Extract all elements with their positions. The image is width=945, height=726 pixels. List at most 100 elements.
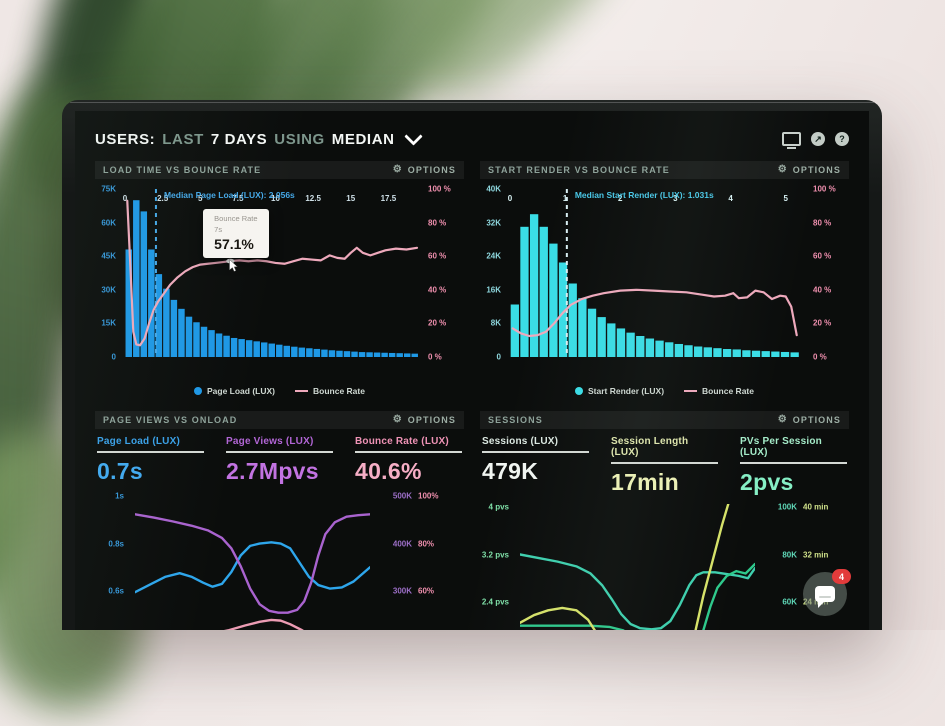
histogram-bar	[722, 349, 732, 357]
axis-tick: 2	[618, 194, 623, 203]
mouse-cursor-icon	[229, 258, 239, 272]
histogram-bar	[636, 336, 645, 357]
histogram-bar	[674, 343, 684, 357]
legend-line-icon	[684, 389, 698, 393]
histogram-bar	[578, 298, 587, 357]
x-axis: 0 1 2 3 4 5	[507, 189, 805, 207]
y-axis-right-pct: 100%80%60%40%	[416, 491, 464, 630]
histogram-bar	[193, 322, 200, 357]
notification-badge: 4	[832, 569, 851, 584]
axis-tick: 1s	[115, 491, 124, 501]
title-part: USING	[274, 130, 325, 148]
chat-button[interactable]: 4	[803, 569, 851, 616]
share-icon[interactable]: ↗	[811, 132, 825, 146]
y-axis-left: 1s0.8s0.6s0.4s	[95, 491, 129, 630]
options-button[interactable]: ⚙ OPTIONS	[392, 414, 456, 426]
panel-title: SESSIONS	[488, 415, 543, 425]
axis-tick: 500K	[392, 491, 412, 501]
panel-title: START RENDER VS BOUNCE RATE	[488, 165, 670, 175]
line-series	[127, 201, 417, 345]
histogram-bar	[388, 352, 396, 357]
dashboard-topbar: USERS: LAST 7 DAYS USING MEDIAN ↗ ?	[95, 125, 849, 153]
title-part: 7 DAYS	[210, 130, 268, 148]
screen: USERS: LAST 7 DAYS USING MEDIAN ↗ ?	[75, 111, 869, 630]
histogram-bar	[539, 226, 548, 357]
panel-start-render: START RENDER VS BOUNCE RATE ⚙ OPTIONS 40…	[480, 161, 849, 399]
axis-tick: 300K	[392, 586, 412, 596]
histogram-bar	[616, 328, 626, 357]
axis-tick: 60 %	[428, 251, 447, 261]
histogram-bar	[665, 342, 674, 357]
legend-dot-icon	[194, 387, 202, 395]
axis-tick: 60K	[101, 218, 116, 228]
line-series	[135, 514, 370, 612]
histogram-bar	[133, 200, 140, 357]
metric-session-length: Session Length (LUX) 17min	[611, 436, 718, 496]
histogram-bar	[245, 340, 253, 357]
axis-tick: 80 %	[428, 218, 447, 228]
axis-tick: 80K	[782, 550, 797, 560]
y-axis-right-k: 500K400K300K200K	[376, 491, 414, 630]
histogram-bar	[529, 214, 539, 357]
options-button[interactable]: ⚙ OPTIONS	[777, 414, 841, 426]
axis-tick: 15	[346, 194, 356, 203]
axis-tick: 100K	[777, 502, 797, 512]
plot-area	[520, 504, 755, 630]
start-render-chart: 40K 32K 24K 16K 8K 0 Median Start Render (LUX…	[480, 183, 849, 381]
histogram-bar	[568, 283, 577, 357]
histogram-bar	[313, 348, 321, 357]
axis-tick: 24K	[486, 251, 501, 261]
axis-tick: 80%	[418, 539, 435, 549]
users-filter-dropdown[interactable]: USERS: LAST 7 DAYS USING MEDIAN	[95, 126, 423, 148]
display-icon[interactable]	[782, 132, 801, 149]
axis-tick: 32K	[486, 218, 501, 228]
histogram-bar	[694, 346, 703, 357]
axis-tick: 30K	[101, 285, 116, 295]
axis-tick: 2.5	[157, 194, 169, 203]
plot-area	[125, 189, 420, 357]
axis-tick: 20 %	[813, 318, 832, 328]
options-button[interactable]: ⚙ OPTIONS	[777, 164, 841, 176]
load-time-chart: 75K 60K 45K 30K 15K 0 Median Page Load (LUX):…	[95, 183, 464, 381]
legend-line-icon	[295, 389, 309, 393]
gear-icon: ⚙	[392, 414, 403, 425]
metrics-row: Page Load (LUX) 0.7s Page Views (LUX) 2.…	[95, 429, 464, 487]
options-button[interactable]: ⚙ OPTIONS	[392, 164, 456, 176]
axis-tick: 100%	[418, 491, 439, 501]
line-series	[135, 542, 370, 592]
histogram-bar	[751, 350, 761, 357]
axis-tick: 75K	[101, 184, 116, 194]
histogram-bar	[396, 353, 403, 357]
histogram-bar	[626, 332, 635, 357]
gear-icon: ⚙	[777, 164, 788, 175]
axis-tick: 60 %	[813, 251, 832, 261]
axis-tick: 0	[507, 194, 513, 203]
axis-tick: 4 pvs	[488, 502, 509, 512]
chat-bubble-icon	[815, 586, 835, 608]
median-annotation: Median Start Render (LUX): 1.031s	[574, 190, 714, 200]
histogram-bar	[358, 352, 366, 357]
histogram-bar	[125, 249, 132, 357]
histogram-bar	[268, 343, 275, 357]
metric-bounce-rate: Bounce Rate (LUX) 40.6%	[355, 436, 462, 485]
axis-tick: 8K	[490, 318, 501, 328]
chart-legend: Page Load (LUX) Bounce Rate	[95, 383, 464, 399]
histogram-bar	[597, 317, 606, 357]
histogram-bar	[713, 348, 722, 357]
line-series	[520, 554, 755, 629]
axis-tick: 60%	[418, 586, 435, 596]
axis-tick: 3.2 pvs	[481, 550, 509, 560]
line-series	[513, 290, 797, 336]
page-views-chart: 1s0.8s0.6s0.4s 500K400K300K200K 100% 80% 6…	[95, 489, 464, 630]
axis-tick: 40 %	[813, 285, 832, 295]
help-icon[interactable]: ?	[835, 132, 849, 146]
metric-page-views: Page Views (LUX) 2.7Mpvs	[226, 436, 333, 485]
chevron-down-icon	[403, 126, 423, 146]
histogram-bar	[200, 326, 208, 357]
histogram-bar	[411, 353, 418, 357]
panel-title: PAGE VIEWS VS ONLOAD	[103, 415, 238, 425]
axis-tick: 17.5	[380, 194, 397, 203]
histogram-bar	[587, 308, 597, 357]
